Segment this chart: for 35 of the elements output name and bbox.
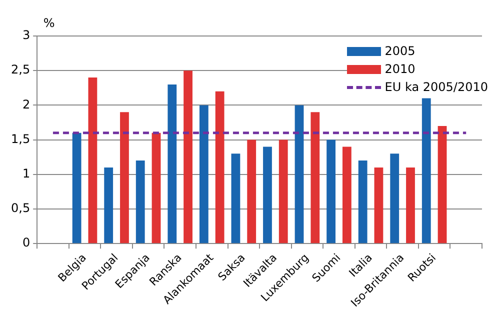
bar xyxy=(263,146,272,244)
bar xyxy=(247,140,256,244)
y-tick-label: 1 xyxy=(22,166,30,181)
bar xyxy=(120,112,129,244)
y-tick-label: 0 xyxy=(22,236,30,250)
y-tick-label: 3 xyxy=(22,28,30,42)
bar xyxy=(374,167,384,244)
bar xyxy=(294,105,304,244)
bar xyxy=(406,167,415,244)
bar xyxy=(326,140,336,244)
bar xyxy=(278,140,288,244)
bar xyxy=(136,160,145,244)
legend-label: 2010 xyxy=(384,62,416,76)
bar xyxy=(199,105,208,244)
bar xyxy=(422,98,431,244)
y-tick-label: 2 xyxy=(22,97,30,112)
y-tick-label: 2,5 xyxy=(10,62,30,77)
bar xyxy=(438,126,447,244)
bar xyxy=(215,91,224,244)
bar xyxy=(358,160,368,244)
bar xyxy=(231,154,240,244)
bar xyxy=(152,132,161,244)
bar xyxy=(168,84,177,244)
legend-label: EU ka 2005/2010 xyxy=(384,80,488,94)
bar xyxy=(310,112,320,244)
bar xyxy=(72,132,82,244)
bar xyxy=(88,78,98,244)
legend-label: 2005 xyxy=(384,44,416,58)
y-axis-title: % xyxy=(43,16,55,30)
bar xyxy=(390,154,400,244)
bar xyxy=(184,70,192,244)
bar xyxy=(342,146,352,244)
bar xyxy=(104,167,114,244)
y-tick-label: 0,5 xyxy=(10,201,30,216)
y-tick-label: 1,5 xyxy=(10,132,30,146)
